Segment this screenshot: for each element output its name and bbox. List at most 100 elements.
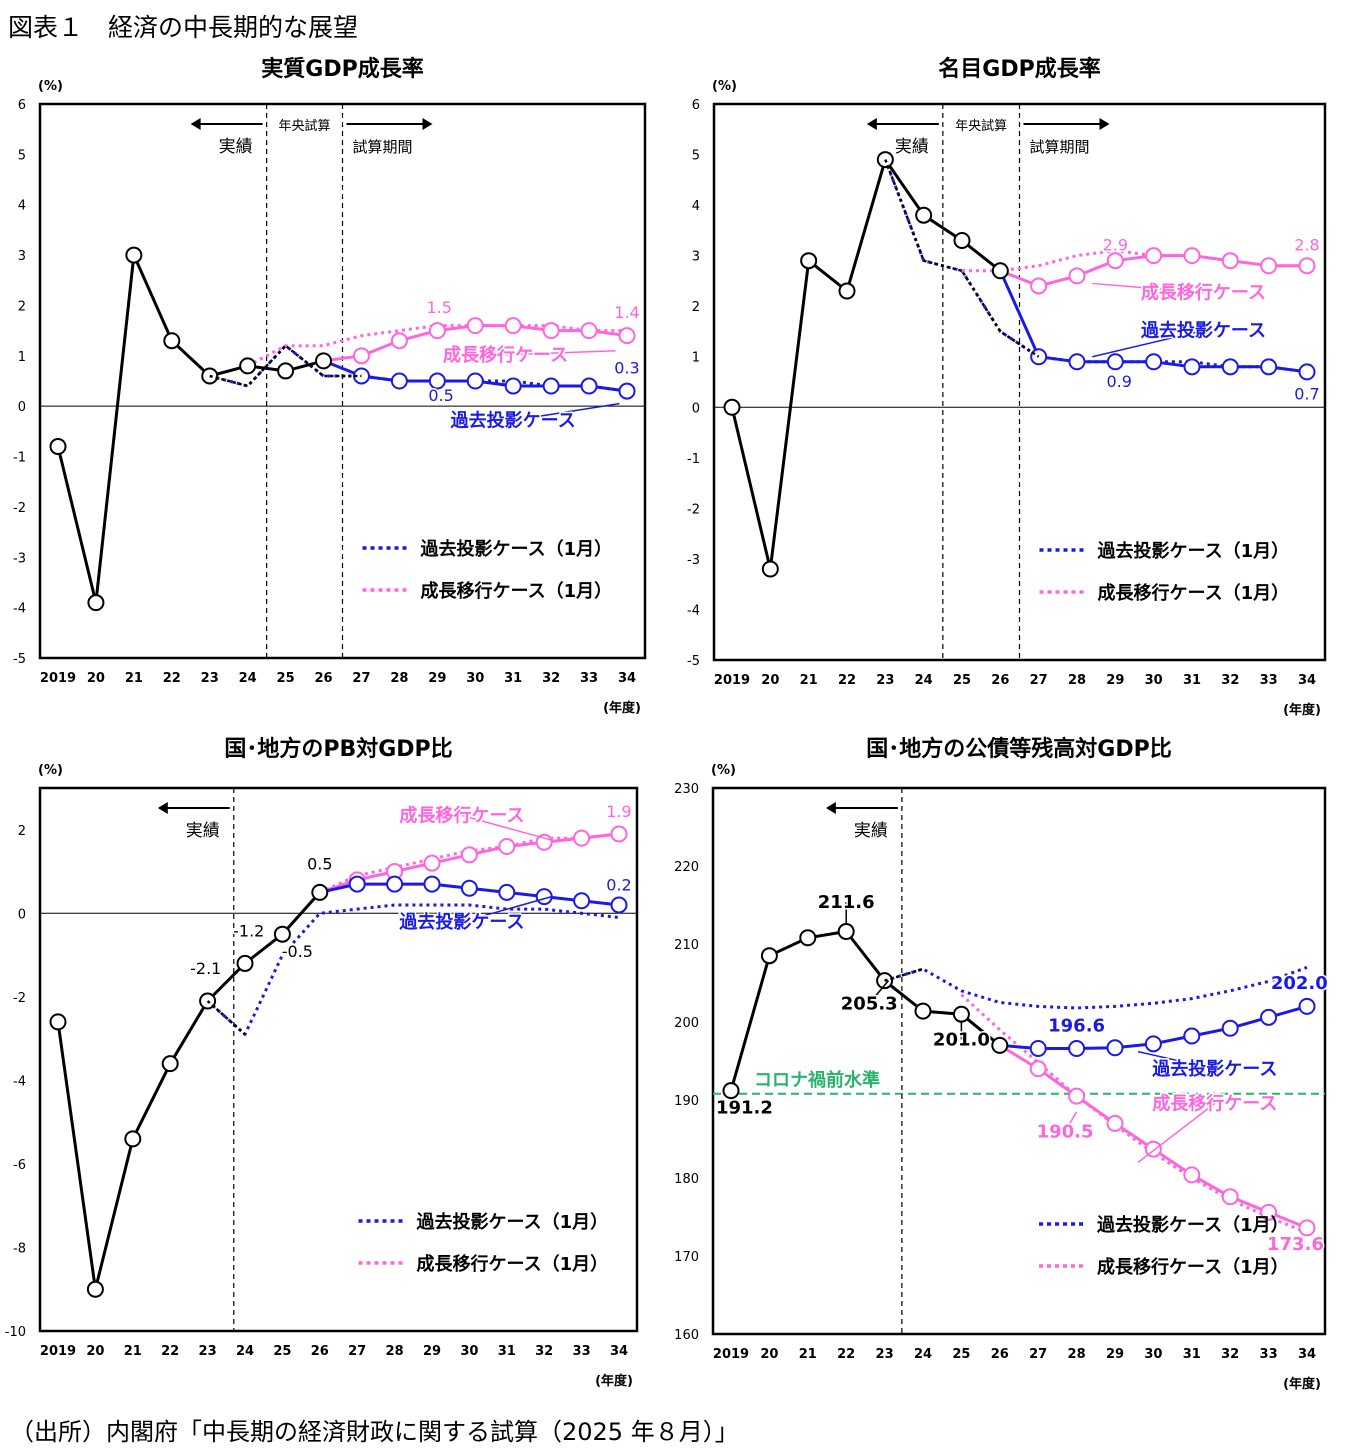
data-point-actual	[49, 437, 67, 455]
value-label: 0.2	[606, 875, 631, 894]
data-point-baseline	[466, 372, 484, 390]
data-point-baseline	[460, 879, 478, 897]
data-point-baseline	[386, 875, 404, 893]
x-tick-label: 32	[1221, 1347, 1239, 1362]
y-tick-label: -6	[13, 1158, 26, 1173]
data-point-baseline	[1029, 1040, 1047, 1058]
x-tick-label: 34	[1298, 673, 1316, 688]
annotation-leader	[1137, 1102, 1216, 1163]
y-tick-label: 2	[18, 824, 26, 839]
legend-label: 過去投影ケース（1月）	[417, 1211, 609, 1233]
x-tick-label: 22	[161, 1344, 179, 1359]
chart-title: 名目GDP成長率	[938, 56, 1100, 82]
x-tick-label: 30	[466, 671, 484, 686]
value-label: 0.5	[307, 854, 332, 873]
data-point-baseline	[1106, 1039, 1124, 1057]
value-label: 1.9	[606, 802, 631, 821]
x-tick-label: 25	[953, 673, 971, 688]
data-point-baseline	[1260, 358, 1278, 376]
actual-period-label: 実績	[854, 821, 888, 841]
x-tick-label: 20	[760, 1347, 778, 1362]
data-point-growth	[573, 829, 591, 847]
y-tick-label: 3	[18, 249, 26, 264]
plot-frame	[38, 786, 639, 1333]
x-tick-label: 33	[1260, 673, 1278, 688]
data-point-baseline	[498, 883, 516, 901]
data-point-actual	[914, 1002, 932, 1020]
data-point-baseline	[1183, 1027, 1201, 1045]
case-label: 211.6	[818, 892, 875, 913]
data-point-actual	[124, 1130, 142, 1148]
data-point-actual	[163, 332, 181, 350]
data-point-growth	[1221, 1188, 1239, 1206]
y-tick-label: 0	[692, 401, 700, 416]
x-tick-label: 27	[1030, 673, 1048, 688]
actual-period-label: 実績	[895, 137, 929, 157]
data-point-actual	[315, 352, 333, 370]
x-tick-label: 34	[610, 1344, 628, 1359]
x-tick-label: 29	[428, 671, 446, 686]
x-tick-label: 22	[838, 673, 856, 688]
data-point-actual	[991, 1036, 1009, 1054]
y-tick-label: 2	[18, 299, 26, 314]
x-tick-label: 29	[423, 1344, 441, 1359]
x-tick-label: 25	[273, 1344, 291, 1359]
x-tick-label: 26	[314, 671, 332, 686]
actual-period-old-forecast-line	[206, 1000, 246, 1036]
y-tick-label: -1	[687, 452, 700, 467]
y-tick-label: 6	[692, 98, 700, 113]
case-label: 成長移行ケース	[443, 344, 568, 366]
y-tick-label: 220	[674, 860, 699, 875]
y-tick-label: 170	[674, 1250, 699, 1265]
data-point-baseline	[428, 372, 446, 390]
y-tick-label: 0	[18, 400, 26, 415]
actual-period-label: 実績	[186, 821, 220, 841]
case-label: 191.2	[716, 1097, 773, 1118]
actual-period-label: 実績	[219, 137, 253, 157]
annotation-leader	[513, 402, 620, 422]
data-point-actual	[800, 252, 818, 270]
x-tick-label: 25	[952, 1347, 970, 1362]
value-label: 2.8	[1294, 236, 1319, 255]
x-tick-label: 22	[163, 671, 181, 686]
data-point-actual	[239, 357, 257, 375]
data-point-actual	[236, 954, 254, 972]
y-tick-label: -4	[13, 602, 26, 617]
value-label: 2.9	[1103, 236, 1128, 255]
value-label: 0.7	[1294, 385, 1319, 404]
case-label: 205.3	[841, 994, 898, 1015]
data-point-actual	[87, 594, 105, 612]
x-tick-label: 33	[573, 1344, 591, 1359]
x-unit-label: (年度)	[603, 700, 641, 716]
data-point-actual	[915, 206, 933, 224]
annotation-leader	[461, 895, 552, 923]
data-point-growth	[423, 854, 441, 872]
data-point-growth	[1145, 247, 1163, 265]
projection-period-label: 試算期間	[1030, 138, 1090, 156]
annotation-leader	[868, 980, 890, 1005]
y-tick-label: 230	[674, 782, 699, 797]
case-label: 成長移行ケース	[1152, 1092, 1277, 1114]
legend-label: 成長移行ケース（1月）	[1097, 1256, 1289, 1278]
data-point-actual	[799, 929, 817, 947]
data-point-baseline	[573, 892, 591, 910]
data-point-actual	[952, 1005, 970, 1023]
x-tick-label: 30	[1145, 673, 1163, 688]
data-point-growth	[460, 846, 478, 864]
chart-title: 国･地方の公債等残高対GDP比	[866, 736, 1171, 762]
x-tick-label: 33	[580, 671, 598, 686]
y-tick-label: -5	[13, 652, 26, 667]
x-tick-label: 23	[876, 673, 894, 688]
legend-label: 成長移行ケース（1月）	[417, 1253, 609, 1275]
data-point-actual	[161, 1055, 179, 1073]
x-tick-label: 20	[761, 673, 779, 688]
data-point-baseline	[348, 875, 366, 893]
data-point-baseline	[1144, 1035, 1162, 1053]
x-tick-label: 24	[236, 1344, 254, 1359]
annotation-leader	[505, 350, 616, 356]
legend-label: 過去投影ケース（1月）	[421, 538, 613, 560]
actual-arrow-head	[157, 802, 168, 814]
x-tick-label: 25	[277, 671, 295, 686]
